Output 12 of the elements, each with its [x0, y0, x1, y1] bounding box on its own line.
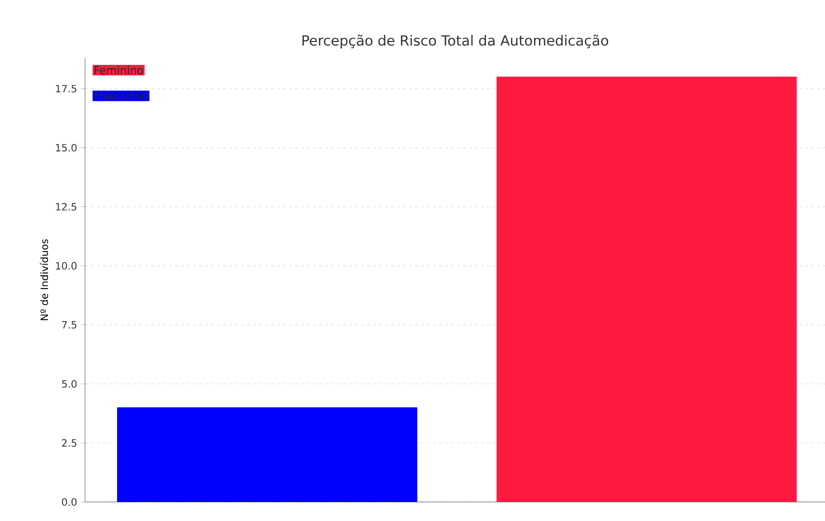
y-tick-label: 0.0 — [62, 498, 77, 506]
y-tick-label: 15.0 — [56, 144, 77, 152]
y-tick-label: 5.0 — [62, 380, 77, 388]
y-tick-label: 17.5 — [56, 84, 76, 92]
text: Feminino — [94, 66, 144, 74]
chart-title: Percepção de Risco Total da Automedicação — [302, 34, 608, 48]
y-tick-label: 2.5 — [62, 439, 76, 447]
text: Masculino — [94, 92, 148, 100]
y-tick-label: 7.5 — [62, 321, 76, 329]
y-tick-label: 12.5 — [56, 202, 76, 211]
y-tick-label: 10.0 — [56, 262, 77, 270]
y-axis-title: Nº de Indivíduos — [40, 239, 48, 320]
